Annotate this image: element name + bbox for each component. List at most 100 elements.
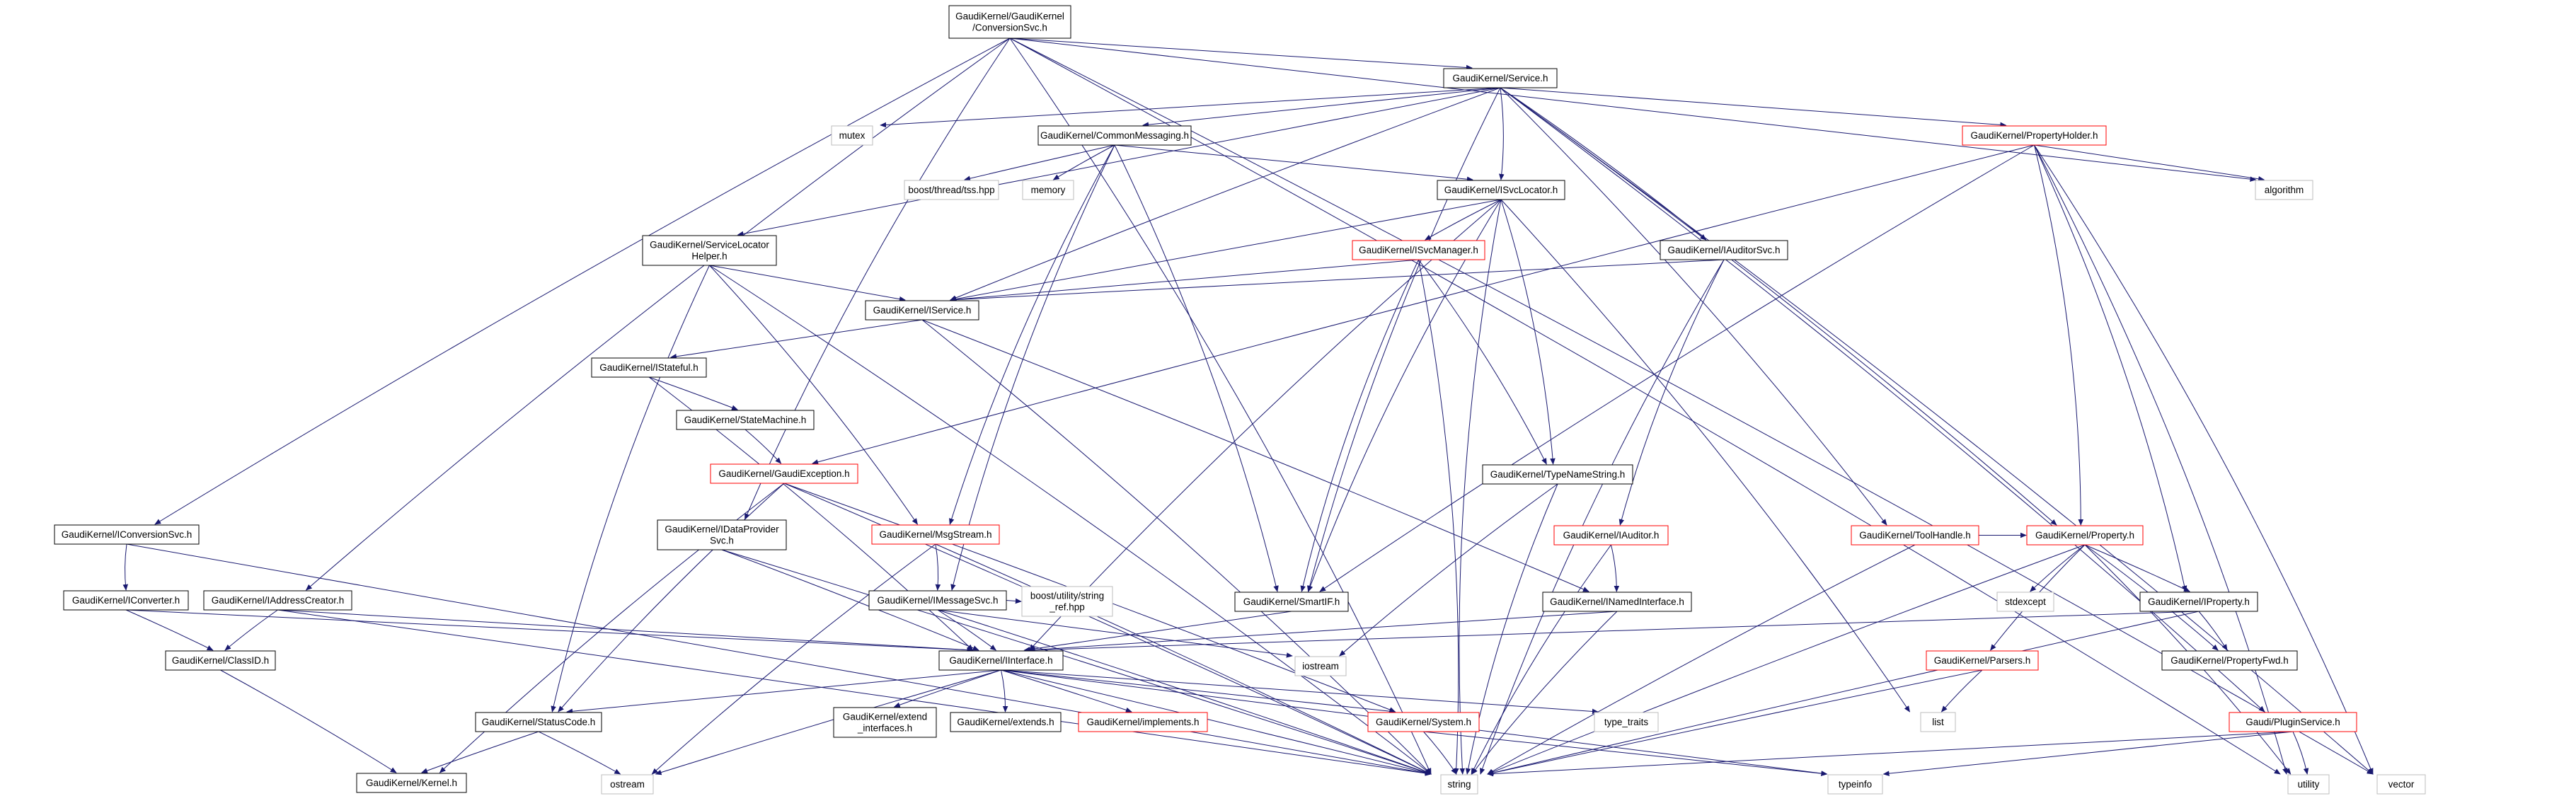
node-classid[interactable]: GaudiKernel/ClassID.h (165, 650, 276, 671)
edge-gaudiexception-to-statuscode (558, 483, 785, 713)
node-label-type_traits: type_traits (1604, 717, 1649, 727)
node-label-svc_locator_helper: GaudiKernel/ServiceLocator Helper.h (650, 240, 769, 262)
node-iauditor[interactable]: GaudiKernel/IAuditor.h (1553, 525, 1669, 546)
node-string_ref: boost/utility/string _ref.hpp (1021, 586, 1113, 617)
node-iinterface[interactable]: GaudiKernel/IInterface.h (938, 650, 1064, 671)
edge-iauditorsvc-to-iauditor (1618, 259, 1725, 526)
edge-parsers-to-string (1487, 669, 1983, 775)
edge-svc_locator_helper-to-iservice (709, 265, 906, 302)
edge-isvclocator-to-typenamestring (1500, 199, 1556, 465)
edge-system-to-string (1423, 731, 1457, 775)
edge-isvcmanager-to-string (1418, 259, 1459, 775)
edge-property_holder-to-property (2034, 144, 2084, 526)
node-stdexcept: stdexcept (1996, 592, 2054, 612)
node-label-isvclocator: GaudiKernel/ISvcLocator.h (1444, 185, 1558, 195)
node-label-mutex: mutex (839, 130, 866, 141)
node-propertyfwd[interactable]: GaudiKernel/PropertyFwd.h (2161, 650, 2298, 671)
node-imessagesvc[interactable]: GaudiKernel/IMessageSvc.h (868, 590, 1007, 611)
edge-typenamestring-to-iostream (1339, 483, 1558, 657)
node-label-service: GaudiKernel/Service.h (1452, 73, 1548, 83)
edge-service-to-pluginservice (1500, 87, 2265, 713)
node-label-iservice: GaudiKernel/IService.h (873, 305, 972, 316)
edge-service-to-toolhandle (1500, 87, 1887, 526)
edge-common_messaging-to-memory (1052, 144, 1115, 180)
edge-iinterface-to-type_traits (1001, 669, 1599, 715)
node-pluginservice[interactable]: Gaudi/PluginService.h (2229, 712, 2357, 732)
node-isvclocator[interactable]: GaudiKernel/ISvcLocator.h (1437, 180, 1565, 200)
edge-iinterface-to-extend_interfaces (893, 669, 1001, 708)
edge-svc_locator_helper-to-string (709, 265, 1432, 775)
edge-iaddresscreator-to-iinterface (277, 609, 974, 653)
node-label-extend_interfaces: GaudiKernel/extend _interfaces.h (843, 712, 927, 734)
node-statuscode[interactable]: GaudiKernel/StatusCode.h (475, 712, 602, 732)
node-label-parsers: GaudiKernel/Parsers.h (1934, 655, 2031, 666)
node-iauditorsvc[interactable]: GaudiKernel/IAuditorSvc.h (1660, 240, 1788, 260)
edge-iproperty-to-string (1487, 611, 2200, 775)
edge-service-to-smartif (1306, 87, 1501, 592)
edge-service-to-mutex (880, 87, 1501, 128)
node-isvcmanager[interactable]: GaudiKernel/ISvcManager.h (1352, 240, 1485, 260)
node-parsers[interactable]: GaudiKernel/Parsers.h (1926, 650, 2039, 671)
node-type_traits: type_traits (1594, 712, 1659, 732)
edge-property-to-stdexcept (2030, 544, 2086, 592)
edge-isvclocator-to-list (1500, 199, 1911, 713)
node-toolhandle[interactable]: GaudiKernel/ToolHandle.h (1851, 525, 1979, 546)
node-label-istateful: GaudiKernel/IStateful.h (599, 362, 698, 373)
edge-common_messaging-to-tss (964, 144, 1115, 181)
node-label-typenamestring: GaudiKernel/TypeNameString.h (1490, 469, 1626, 480)
node-common_messaging[interactable]: GaudiKernel/CommonMessaging.h (1037, 125, 1192, 146)
node-system[interactable]: GaudiKernel/System.h (1367, 712, 1480, 732)
node-label-stdexcept: stdexcept (2005, 596, 2046, 607)
edge-typenamestring-to-string (1465, 483, 1558, 775)
edge-pluginservice-to-utility (2292, 731, 2309, 775)
node-label-iostream: iostream (1302, 661, 1339, 671)
node-label-memory: memory (1031, 185, 1066, 195)
node-memory: memory (1022, 180, 1074, 200)
edge-imessagesvc-to-iinterface (937, 609, 997, 651)
edge-statuscode-to-ostream (538, 731, 621, 775)
edge-iauditor-to-string (1471, 544, 1611, 775)
edge-service-to-vector (1500, 87, 2374, 775)
node-smartif[interactable]: GaudiKernel/SmartIF.h (1234, 592, 1349, 612)
node-extends[interactable]: GaudiKernel/extends.h (950, 712, 1062, 732)
node-msgstream[interactable]: GaudiKernel/MsgStream.h (871, 524, 1000, 545)
edge-property_holder-to-iproperty (2034, 144, 2187, 592)
node-idataprovidersvc[interactable]: GaudiKernel/IDataProvider Svc.h (657, 519, 787, 550)
node-gaudiexception[interactable]: GaudiKernel/GaudiException.h (710, 463, 858, 484)
edge-iproperty-to-iinterface (1028, 611, 2200, 653)
node-property_holder[interactable]: GaudiKernel/PropertyHolder.h (1962, 125, 2107, 146)
edge-istateful-to-statemachine (648, 376, 738, 410)
node-iconverter[interactable]: GaudiKernel/IConverter.h (63, 590, 189, 611)
node-iconversionsvc[interactable]: GaudiKernel/IConversionSvc.h (54, 524, 200, 545)
node-inamedinterface[interactable]: GaudiKernel/INamedInterface.h (1542, 592, 1692, 612)
node-label-algorithm: algorithm (2265, 185, 2304, 195)
edge-statuscode-to-kernel (421, 731, 539, 773)
node-implements[interactable]: GaudiKernel/implements.h (1078, 712, 1208, 732)
node-kernel[interactable]: GaudiKernel/Kernel.h (356, 773, 467, 793)
node-label-common_messaging: GaudiKernel/CommonMessaging.h (1040, 130, 1189, 141)
node-service[interactable]: GaudiKernel/Service.h (1443, 68, 1558, 88)
node-istateful[interactable]: GaudiKernel/IStateful.h (591, 357, 707, 378)
node-extend_interfaces[interactable]: GaudiKernel/extend _interfaces.h (833, 707, 937, 738)
node-label-tss: boost/thread/tss.hpp (908, 185, 994, 195)
node-iservice[interactable]: GaudiKernel/IService.h (865, 300, 979, 321)
node-iproperty[interactable]: GaudiKernel/IProperty.h (2139, 592, 2258, 612)
edge-iconversionsvc-to-iconverter (122, 543, 128, 591)
edge-iconverter-to-classid (125, 609, 214, 651)
edge-iservice-to-string (921, 319, 1432, 775)
node-algorithm: algorithm (2255, 180, 2313, 200)
node-svc_locator_helper[interactable]: GaudiKernel/ServiceLocator Helper.h (642, 235, 777, 266)
node-label-toolhandle: GaudiKernel/ToolHandle.h (1859, 530, 1971, 541)
node-iaddresscreator[interactable]: GaudiKernel/IAddressCreator.h (203, 590, 352, 611)
edge-isvcmanager-to-typenamestring (1418, 259, 1547, 465)
edge-root-to-idataprovidersvc (744, 38, 1011, 520)
node-statemachine[interactable]: GaudiKernel/StateMachine.h (676, 410, 815, 430)
node-label-pluginservice: Gaudi/PluginService.h (2246, 717, 2340, 727)
node-property[interactable]: GaudiKernel/Property.h (2026, 525, 2144, 546)
node-label-smartif: GaudiKernel/SmartIF.h (1243, 596, 1340, 607)
edge-imessagesvc-to-string (937, 609, 1432, 775)
edge-svc_locator_helper-to-statuscode (551, 265, 710, 713)
edge-property_holder-to-smartif (1319, 144, 2035, 592)
node-typenamestring[interactable]: GaudiKernel/TypeNameString.h (1482, 464, 1633, 485)
